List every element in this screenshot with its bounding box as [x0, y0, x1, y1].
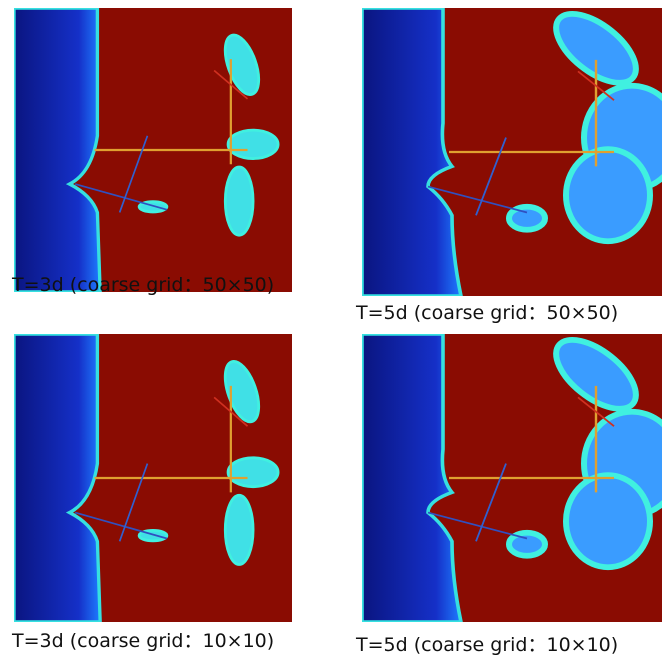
fluid-blob: [566, 149, 650, 241]
fluid-blob: [566, 475, 650, 567]
fluid-blob: [228, 458, 278, 487]
caption: T=5d (coarse grid：10×10): [356, 630, 618, 657]
injected-region: [14, 334, 100, 622]
fluid-blob: [509, 207, 545, 230]
fluid-blob: [509, 533, 545, 556]
simulation-image: [362, 8, 662, 296]
fluid-blob: [228, 130, 278, 158]
caption: T=3d (coarse grid：50×50): [12, 270, 274, 297]
figure: T=3d (coarse grid：50×50) T=5d (coarse gr…: [0, 0, 667, 656]
simulation-image: [14, 8, 292, 292]
fluid-blob: [225, 495, 253, 564]
simulation-image: [362, 334, 662, 622]
fluid-blob: [225, 167, 253, 235]
simulation-image: [14, 334, 292, 622]
caption: T=5d (coarse grid：50×50): [356, 298, 618, 325]
caption: T=3d (coarse grid：10×10): [12, 626, 274, 653]
injected-region: [14, 8, 100, 292]
